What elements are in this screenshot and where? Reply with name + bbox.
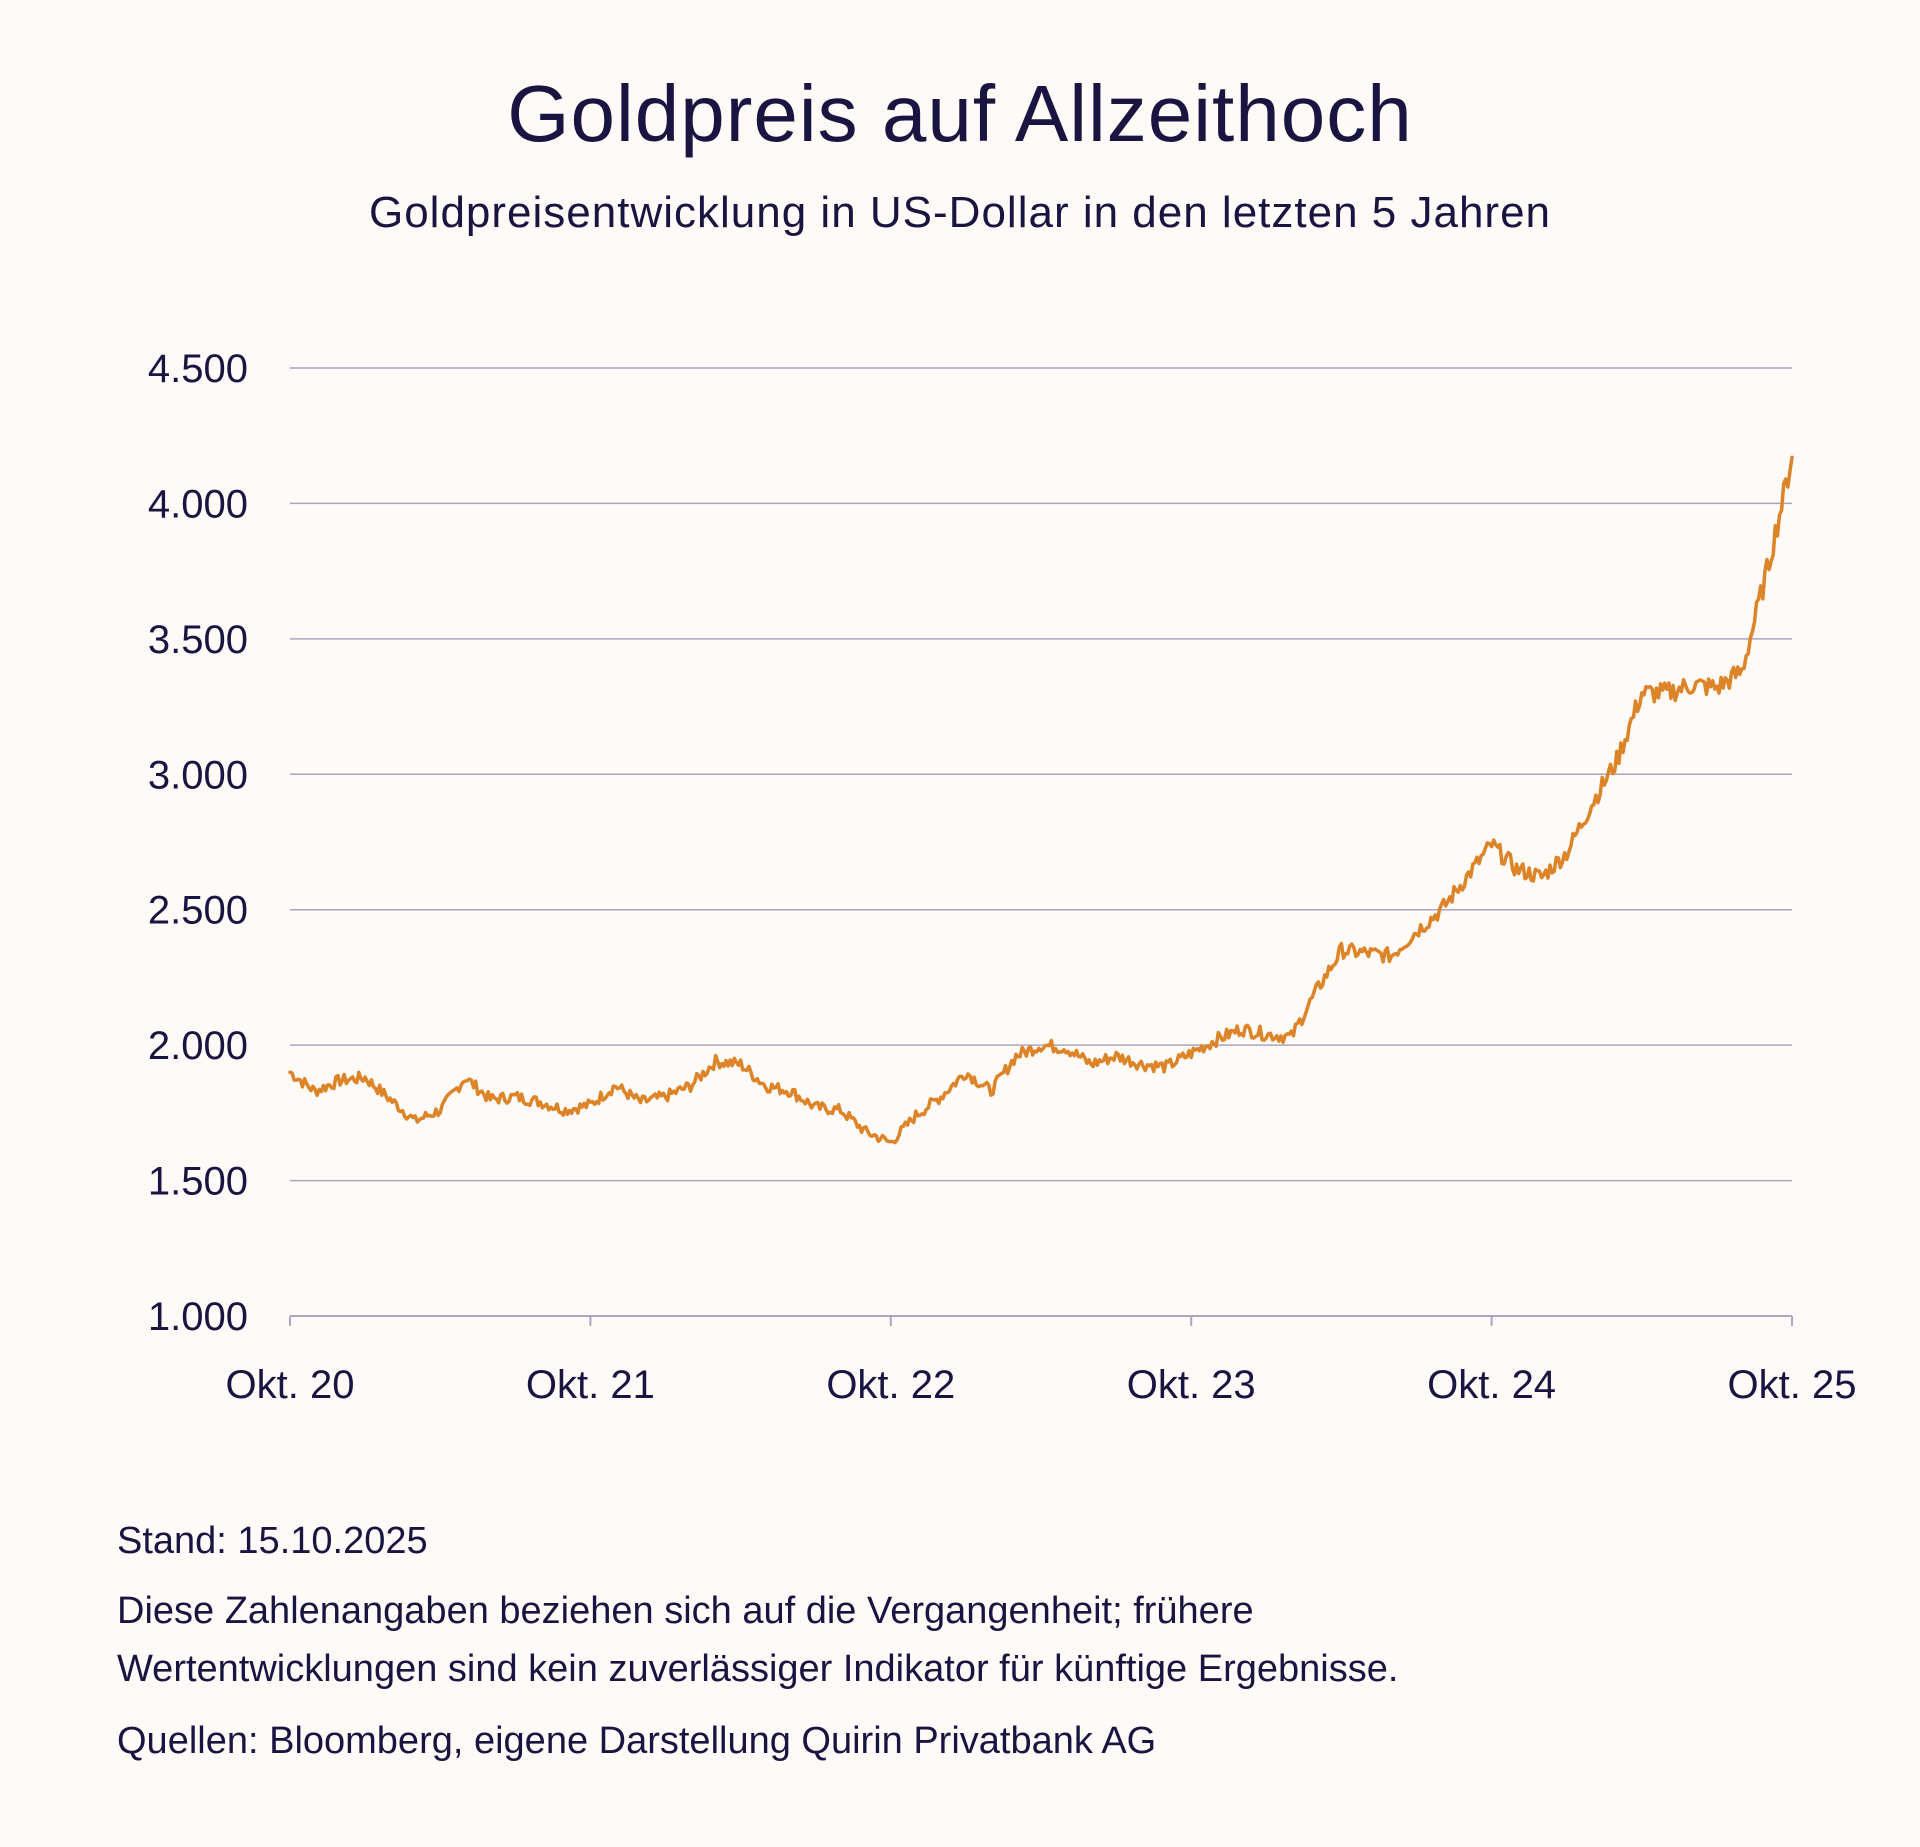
y-tick-label: 2.500 (148, 889, 248, 933)
chart-title: Goldpreis auf Allzeithoch (507, 69, 1413, 158)
disclaimer-line-1: Diese Zahlenangaben beziehen sich auf di… (117, 1590, 1254, 1632)
x-tick-label: Okt. 24 (1427, 1363, 1556, 1407)
chart-subtitle: Goldpreisentwicklung in US-Dollar in den… (368, 188, 1552, 237)
line-chart: 1.000 1.500 2.000 2.500 3.000 3.500 4.000 4.500… (148, 347, 1857, 1407)
y-tick-label: 1.000 (148, 1295, 248, 1339)
grid-lines (290, 367, 1792, 1182)
x-tick-label: Okt. 21 (526, 1363, 655, 1407)
y-axis: 1.000 1.500 2.000 2.500 3.000 3.500 4.000 4.500 (148, 347, 248, 1339)
y-tick-label: 3.500 (148, 618, 248, 662)
y-tick-label: 4.000 (148, 482, 248, 526)
disclaimer: Diese Zahlenangaben beziehen sich auf di… (117, 1582, 1817, 1698)
series-layer (288, 455, 1794, 1145)
x-axis: Okt. 20 Okt. 21 Okt. 22 Okt. 23 Okt. 24 Okt. … (226, 1315, 1857, 1407)
x-tick-label: Okt. 22 (826, 1363, 955, 1407)
series-line-gold-price (288, 455, 1794, 1145)
sources: Quellen: Bloomberg, eigene Darstellung Q… (117, 1720, 1157, 1762)
y-tick-label: 4.500 (148, 347, 248, 391)
stand-date: Stand: 15.10.2025 (117, 1520, 428, 1562)
x-tick-label: Okt. 20 (226, 1363, 355, 1407)
x-tick-label: Okt. 25 (1728, 1363, 1857, 1407)
y-tick-label: 1.500 (148, 1160, 248, 1204)
y-tick-label: 2.000 (148, 1024, 248, 1068)
y-tick-label: 3.000 (148, 753, 248, 797)
disclaimer-line-2: Wertentwicklungen sind kein zuverlässige… (117, 1648, 1399, 1690)
x-tick-label: Okt. 23 (1127, 1363, 1256, 1407)
